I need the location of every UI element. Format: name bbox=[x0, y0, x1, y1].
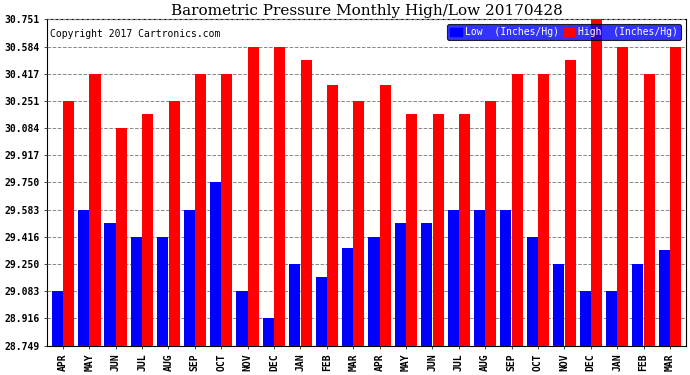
Bar bbox=[327, 85, 338, 346]
Bar bbox=[289, 264, 300, 346]
Bar bbox=[342, 248, 353, 346]
Text: Copyright 2017 Cartronics.com: Copyright 2017 Cartronics.com bbox=[50, 29, 221, 39]
Bar bbox=[237, 291, 248, 346]
Bar bbox=[184, 210, 195, 346]
Bar bbox=[512, 74, 523, 346]
Bar bbox=[116, 128, 127, 346]
Bar bbox=[353, 101, 364, 346]
Bar bbox=[474, 210, 485, 346]
Bar bbox=[632, 264, 644, 346]
Bar bbox=[78, 210, 89, 346]
Bar bbox=[580, 291, 591, 346]
Bar bbox=[485, 101, 496, 346]
Bar bbox=[459, 114, 470, 346]
Bar bbox=[221, 74, 233, 346]
Bar bbox=[315, 278, 327, 346]
Bar bbox=[591, 20, 602, 346]
Bar bbox=[500, 210, 511, 346]
Bar bbox=[301, 60, 312, 346]
Bar bbox=[526, 237, 538, 346]
Bar bbox=[63, 101, 74, 346]
Bar bbox=[670, 46, 681, 346]
Bar bbox=[168, 101, 179, 346]
Bar bbox=[421, 223, 433, 346]
Bar bbox=[131, 237, 142, 346]
Bar bbox=[606, 291, 617, 346]
Bar bbox=[553, 264, 564, 346]
Bar bbox=[659, 251, 670, 346]
Legend: Low  (Inches/Hg), High  (Inches/Hg): Low (Inches/Hg), High (Inches/Hg) bbox=[447, 24, 681, 40]
Title: Barometric Pressure Monthly High/Low 20170428: Barometric Pressure Monthly High/Low 201… bbox=[170, 4, 562, 18]
Bar bbox=[90, 74, 101, 346]
Bar bbox=[406, 114, 417, 346]
Bar bbox=[644, 74, 655, 346]
Bar bbox=[618, 46, 629, 346]
Bar bbox=[395, 223, 406, 346]
Bar bbox=[538, 74, 549, 346]
Bar bbox=[564, 60, 575, 346]
Bar bbox=[368, 237, 380, 346]
Bar bbox=[210, 183, 221, 346]
Bar bbox=[142, 114, 153, 346]
Bar bbox=[248, 46, 259, 346]
Bar bbox=[380, 85, 391, 346]
Bar bbox=[433, 114, 444, 346]
Bar bbox=[157, 237, 168, 346]
Bar bbox=[195, 74, 206, 346]
Bar bbox=[448, 210, 459, 346]
Bar bbox=[263, 318, 274, 346]
Bar bbox=[274, 46, 285, 346]
Bar bbox=[52, 291, 63, 346]
Bar bbox=[104, 223, 115, 346]
